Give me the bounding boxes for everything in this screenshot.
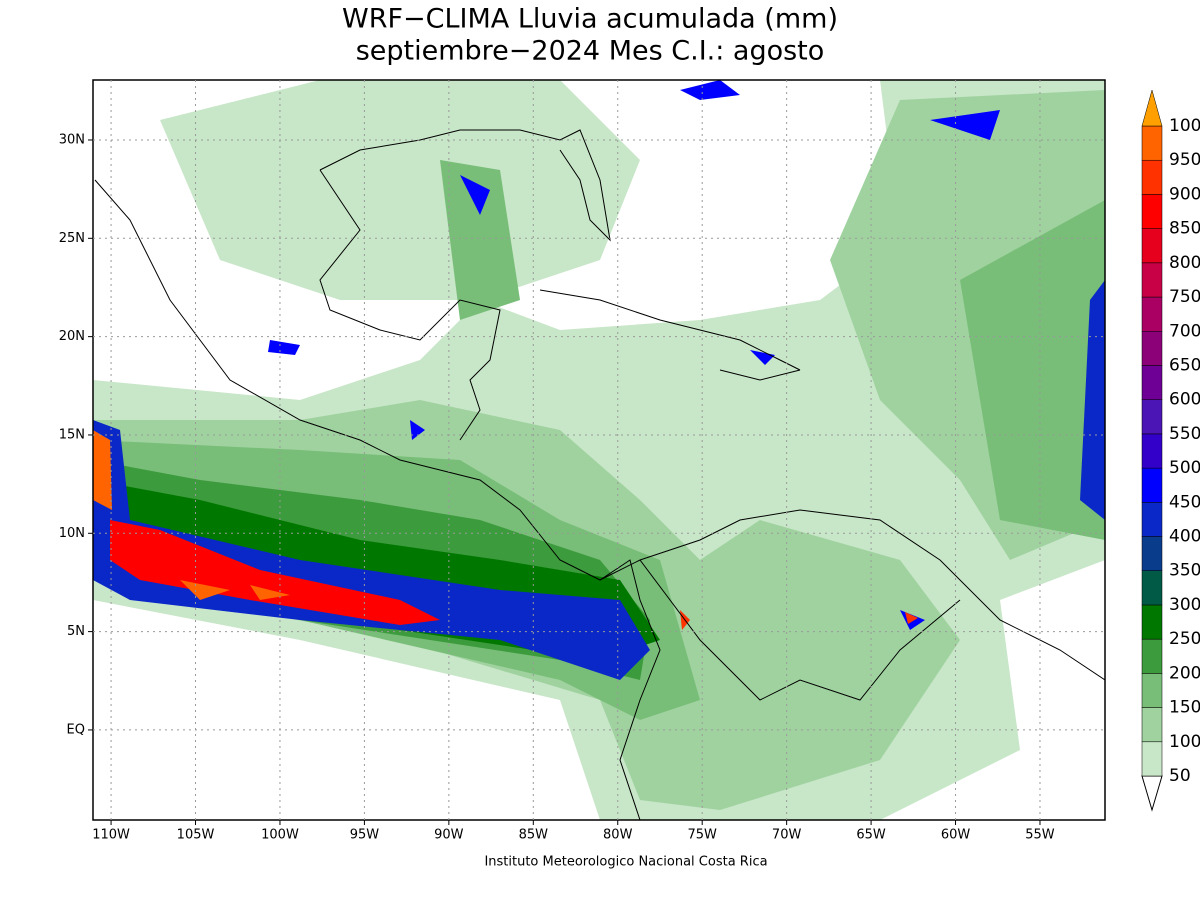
colorbar-band [1141,262,1163,298]
colorbar-band [1141,331,1163,366]
y-tick-label: 5N [67,624,85,639]
y-tick-label: 20N [59,329,85,344]
x-tick-label: 110W [92,828,130,843]
x-tick-label: 65W [856,828,886,843]
colorbar-under [1141,775,1163,812]
colorbar-band [1141,194,1163,229]
colorbar-label: 800 [1169,253,1200,273]
colorbar-label: 750 [1169,287,1200,307]
colorbar-label: 300 [1169,595,1200,615]
colorbar-band [1141,570,1163,606]
colorbar-band [1141,707,1163,743]
y-tick-label: 25N [59,231,85,246]
colorbar-band [1141,638,1163,674]
x-tick-label: 80W [603,828,633,843]
colorbar-label: 900 [1169,184,1200,204]
colorbar-label: 200 [1169,663,1200,683]
colorbar-label: 400 [1169,527,1200,547]
x-tick-label: 105W [177,828,215,843]
x-tick-label: 60W [941,828,971,843]
colorbar-label: 650 [1169,355,1200,375]
x-tick-label: 75W [687,828,717,843]
colorbar-band [1141,159,1163,195]
title-line: septiembre−2024 Mes C.I.: agosto [356,36,825,67]
colorbar-label: 250 [1169,629,1200,649]
colorbar-label: 950 [1169,150,1200,170]
colorbar-band [1141,604,1163,640]
colorbar-band [1141,673,1163,708]
x-tick-label: 100W [261,828,299,843]
colorbar-label: 600 [1169,390,1200,410]
colorbar-label: 550 [1169,424,1200,444]
map-frame [92,79,1106,821]
y-tick-label: EQ [67,722,85,737]
x-tick-label: 95W [350,828,380,843]
colorbar-label: 450 [1169,492,1200,512]
y-tick-label: 15N [59,427,85,442]
colorbar-band [1141,536,1163,571]
colorbar-label: 350 [1169,561,1200,581]
colorbar-label: 100 [1169,732,1200,752]
precip-field [93,80,1105,820]
coastlines [94,129,1105,820]
colorbar-label: 500 [1169,458,1200,478]
colorbar-label: 850 [1169,219,1200,239]
x-tick-label: 55W [1025,828,1055,843]
colorbar-label: 150 [1169,698,1200,718]
colorbar-band [1141,228,1163,264]
y-tick-label: 10N [59,526,85,541]
colorbar-band [1141,399,1163,435]
y-tick-label: 30N [59,132,85,147]
colorbar-over [1141,89,1163,127]
title-line: WRF−CLIMA Lluvia acumulada (mm) [342,4,838,35]
colorbar-band [1141,365,1163,400]
colorbar-label: 1000 [1169,116,1200,136]
x-tick-label: 90W [434,828,464,843]
colorbar-band [1141,296,1163,332]
x-tick-label: 70W [772,828,802,843]
colorbar-band [1141,741,1163,777]
credit: Instituto Meteorologico Nacional Costa R… [484,855,767,870]
x-tick-label: 85W [519,828,549,843]
colorbar-band [1141,125,1163,161]
colorbar-label: 700 [1169,321,1200,341]
colorbar-band [1141,433,1163,469]
colorbar-band [1141,467,1163,503]
colorbar-label: 50 [1169,766,1191,786]
colorbar-band [1141,502,1163,537]
